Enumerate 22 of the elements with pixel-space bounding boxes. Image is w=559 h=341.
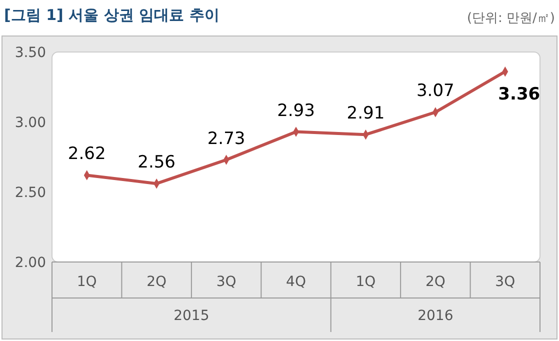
y-tick-label: 2.50 bbox=[14, 185, 46, 201]
data-label: 2.91 bbox=[346, 104, 385, 124]
text: 2015 bbox=[174, 308, 210, 324]
data-label: 2.56 bbox=[138, 152, 176, 173]
x-tick-label: 2Q bbox=[146, 274, 167, 290]
x-tick-label: 3Q bbox=[216, 274, 236, 290]
data-label: 2.73 bbox=[207, 128, 246, 149]
y-tick-label: 2.00 bbox=[14, 255, 46, 271]
text: 2016 bbox=[418, 308, 454, 324]
data-label: 3.07 bbox=[416, 81, 454, 102]
x-tick-label: 2Q bbox=[425, 274, 446, 290]
y-tick-label: 3.00 bbox=[14, 115, 46, 131]
x-tick-label: 1Q bbox=[356, 274, 376, 290]
data-label: 3.36 bbox=[498, 84, 540, 105]
chart-title: [그림 1] 서울 상권 임대료 추이 bbox=[4, 6, 220, 24]
y-tick-label: 3.50 bbox=[14, 45, 46, 61]
x-tick-label: 4Q bbox=[286, 274, 306, 290]
x-tick-label: 1Q bbox=[76, 274, 97, 290]
data-label: 2.93 bbox=[277, 100, 315, 121]
x-tick-label: 3Q bbox=[495, 274, 516, 290]
data-label: 2.62 bbox=[68, 144, 106, 164]
chart-subtitle: (단위: 만원/㎡) bbox=[466, 11, 555, 26]
